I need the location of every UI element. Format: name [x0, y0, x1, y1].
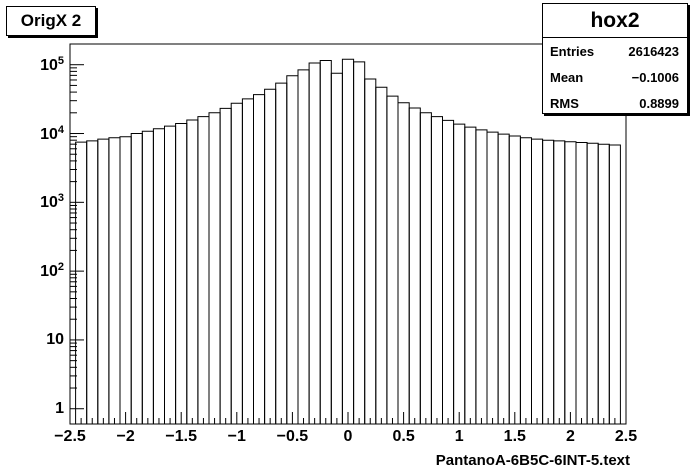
stats-entries-label: Entries — [550, 43, 595, 59]
histogram-bin — [152, 128, 165, 424]
y-tick-label: 103 — [40, 192, 64, 212]
stats-row-rms: RMS 0.8899 — [543, 90, 687, 116]
histogram-bin — [386, 95, 399, 424]
histogram-bin — [241, 98, 254, 424]
axis-ticks — [69, 43, 627, 424]
histogram-bin — [253, 94, 266, 424]
x-tick-label: −0.5 — [276, 428, 309, 445]
stats-entries-value: 2616423 — [628, 43, 679, 59]
x-tick-label: 1.5 — [503, 428, 526, 445]
histogram-bin — [319, 60, 332, 424]
histogram-bin — [430, 116, 443, 424]
histogram-bin — [208, 112, 221, 424]
stats-mean-value: −0.1006 — [631, 69, 679, 85]
histogram-bin — [286, 75, 299, 424]
histogram-bars — [75, 58, 621, 424]
y-tick-label: 105 — [40, 54, 64, 74]
histogram-bin — [597, 143, 610, 424]
histogram-bin — [475, 129, 488, 424]
histogram-bin — [86, 140, 99, 424]
histogram-bin — [586, 142, 599, 424]
stats-mean-label: Mean — [550, 69, 584, 85]
y-tick-label: 104 — [40, 123, 64, 143]
stats-row-entries: Entries 2616423 — [543, 38, 687, 64]
histogram-bin — [419, 112, 432, 424]
x-tick-label: 1 — [454, 428, 464, 445]
histogram-bin — [397, 102, 410, 424]
histogram-bin — [608, 144, 621, 424]
x-tick-label: −2.5 — [54, 428, 86, 445]
x-tick-label: 0.5 — [392, 428, 415, 445]
y-tick-label: 1 — [55, 399, 64, 417]
histogram-bin — [97, 138, 110, 424]
x-tick-label: −1 — [227, 428, 246, 445]
histogram-bin — [564, 141, 577, 424]
histogram-bin — [497, 133, 510, 424]
histogram-bin — [108, 137, 121, 424]
x-tick-label: 2 — [565, 428, 575, 445]
stats-histogram-name: hox2 — [543, 4, 687, 38]
y-tick-label: 102 — [40, 260, 64, 281]
histogram-bin — [175, 123, 188, 424]
histogram-bin — [531, 138, 544, 424]
histogram-bin — [297, 69, 310, 424]
histogram-bin — [375, 86, 388, 424]
histogram-bin — [219, 107, 232, 424]
histogram-bin — [197, 116, 210, 424]
y-tick-label: 10 — [46, 330, 64, 348]
stats-box: hox2 Entries 2616423 Mean −0.1006 RMS 0.… — [542, 3, 688, 114]
histogram-bin — [542, 139, 555, 424]
x-axis-title: PantanoA-6B5C-6INT-5.text — [435, 452, 630, 469]
histogram-bin — [308, 62, 321, 424]
histogram-bin — [275, 82, 288, 424]
histogram-bin — [141, 130, 154, 424]
stats-rms-value: 0.8899 — [639, 95, 679, 111]
x-tick-label: 0 — [343, 428, 353, 445]
x-tick-label: −1.5 — [165, 428, 197, 445]
histogram-bin — [442, 119, 455, 424]
x-tick-label: 2.5 — [614, 428, 638, 445]
histogram-bin — [464, 126, 477, 424]
histogram-bin — [508, 135, 521, 424]
histogram-bin — [164, 125, 177, 424]
stats-row-mean: Mean −0.1006 — [543, 64, 687, 90]
histogram-bin — [519, 137, 532, 424]
histogram-bin — [75, 141, 88, 424]
histogram-bin — [408, 107, 421, 424]
histogram-bin — [575, 142, 588, 424]
histogram-bin — [186, 119, 199, 424]
histogram-bin — [486, 131, 499, 424]
histogram-bin — [453, 123, 466, 424]
histogram-bin — [119, 136, 132, 424]
histogram-bin — [130, 133, 143, 424]
stats-rms-label: RMS — [550, 95, 579, 111]
x-tick-label: −2 — [116, 428, 135, 445]
histogram-bin — [264, 88, 277, 424]
plot-frame — [69, 43, 627, 425]
histogram-bin — [230, 102, 243, 424]
histogram-bin — [330, 72, 343, 424]
histogram-bin — [553, 140, 566, 424]
histogram-title: OrigX 2 — [6, 6, 96, 36]
histogram-bin — [364, 78, 377, 424]
histogram-bin — [353, 61, 366, 424]
histogram-bin — [341, 58, 355, 424]
